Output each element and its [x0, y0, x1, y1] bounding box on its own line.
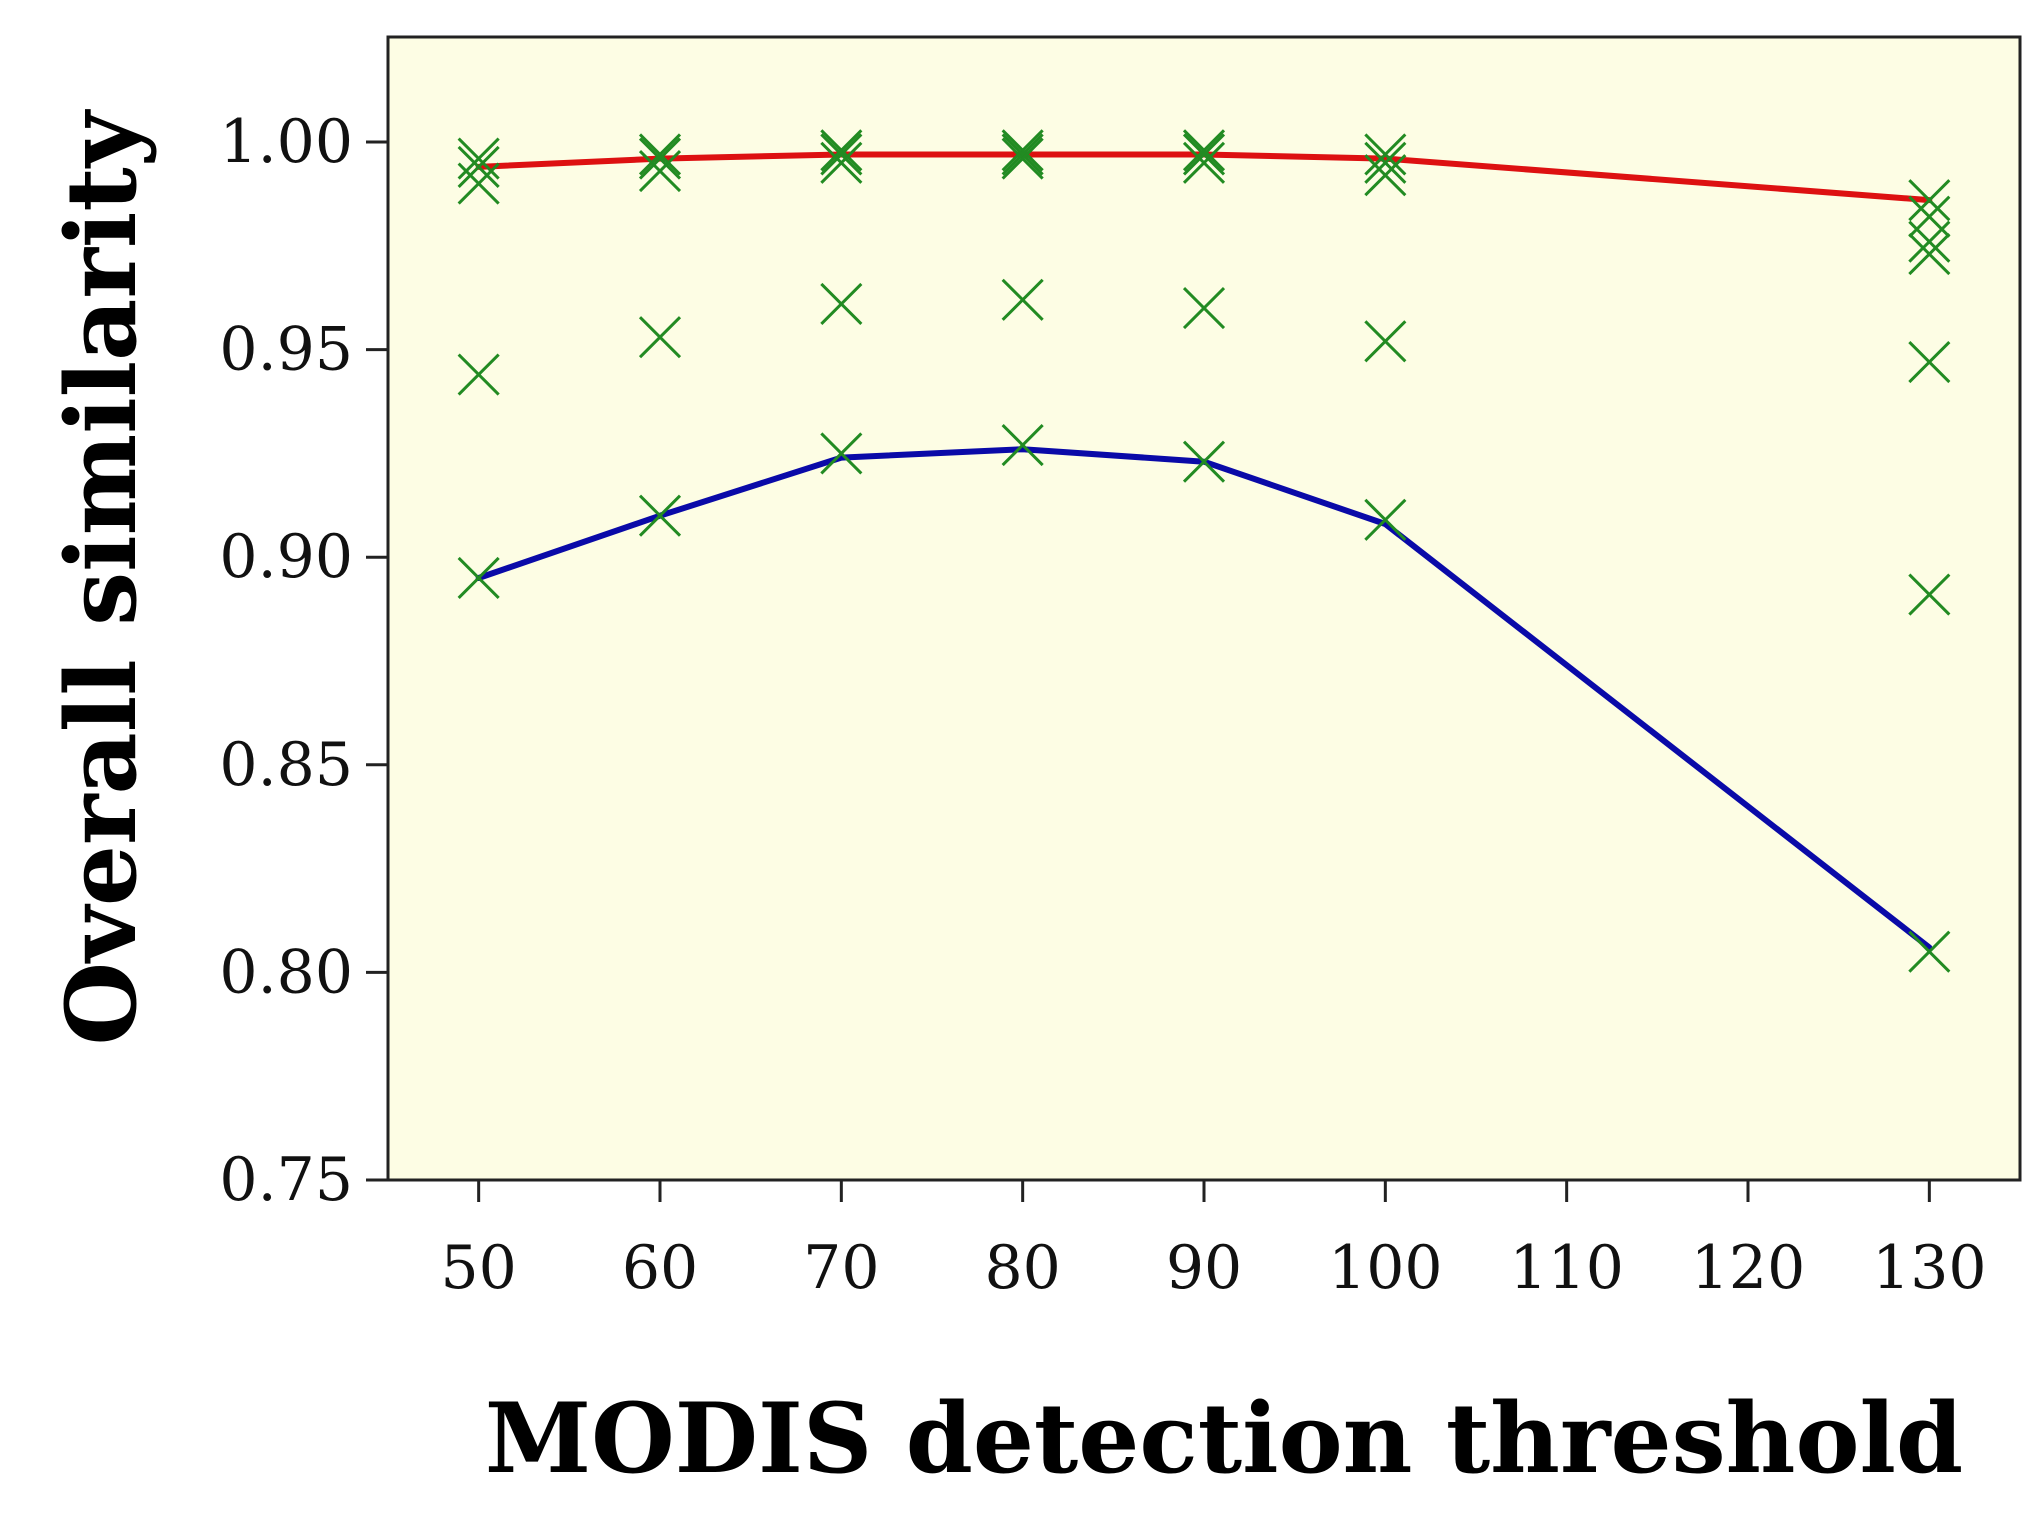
y-tick-label: 0.95: [219, 315, 353, 385]
x-tick-label: 50: [440, 1233, 516, 1303]
scatter-point: [638, 150, 682, 193]
scatter-point: [820, 141, 863, 184]
marker-stroke: [1908, 930, 1951, 973]
marker-stroke: [820, 129, 863, 172]
marker-stroke: [638, 494, 682, 537]
marker-stroke: [1364, 133, 1407, 176]
x-tick-label: 100: [1328, 1233, 1443, 1303]
x-axis-title: MODIS detection threshold: [485, 1382, 1963, 1495]
marker-stroke: [1182, 287, 1226, 330]
scatter-point: [1001, 278, 1044, 321]
scatter-point: [638, 494, 682, 537]
y-tick-label: 0.85: [219, 730, 353, 800]
scatter-point: [1001, 133, 1044, 176]
scatter-point: [1182, 440, 1226, 483]
scatter-point: [1001, 129, 1044, 172]
marker-stroke: [1001, 424, 1044, 467]
marker-stroke: [457, 353, 500, 396]
marker-stroke: [820, 282, 863, 325]
scatter-point: [1908, 340, 1951, 384]
marker-stroke: [1182, 129, 1226, 172]
scatter-point: [457, 145, 500, 188]
marker-stroke: [1908, 179, 1951, 222]
marker-stroke: [1001, 129, 1044, 172]
y-axis-title: Overall similarity: [45, 108, 158, 1045]
marker-stroke: [1001, 137, 1044, 180]
marker-stroke: [820, 133, 863, 176]
x-tick-label: 60: [622, 1233, 698, 1303]
scatter-point: [1908, 573, 1951, 616]
y-tick-label: 1.00: [219, 107, 353, 177]
scatter-point: [1908, 179, 1951, 222]
marker-stroke: [638, 150, 682, 193]
marker-stroke: [1001, 278, 1044, 321]
x-tick-label: 90: [1166, 1233, 1242, 1303]
marker-stroke: [1182, 141, 1226, 184]
y-tick-label: 0.80: [219, 937, 353, 1007]
scatter-point: [1182, 287, 1226, 330]
y-axis-ticks: 0.75 0.80 0.85 0.90 0.95 1.00: [219, 107, 388, 1215]
x-tick-label: 70: [803, 1233, 879, 1303]
scatter-point: [1364, 133, 1407, 176]
marker-stroke: [1908, 340, 1951, 384]
y-tick-label: 0.90: [219, 522, 353, 592]
scatter-point: [1001, 424, 1044, 467]
marker-stroke: [820, 141, 863, 184]
scatter-point: [820, 432, 863, 475]
scatter-point: [1182, 129, 1226, 172]
marker-stroke: [1908, 220, 1951, 263]
scatter-point: [638, 137, 682, 180]
marker-stroke: [1364, 498, 1407, 541]
scatter-point: [1001, 137, 1044, 180]
scatter-markers: [457, 129, 1951, 973]
marker-stroke: [457, 145, 500, 188]
scatter-point: [820, 282, 863, 325]
scatter-point: [1182, 141, 1226, 184]
marker-stroke: [1364, 154, 1407, 197]
y-tick-label: 0.75: [219, 1145, 353, 1215]
scatter-point: [1908, 930, 1951, 973]
marker-stroke: [457, 556, 500, 600]
scatter-point: [1182, 133, 1226, 176]
plot-area: [386, 35, 2022, 1182]
marker-stroke: [1908, 233, 1951, 276]
scatter-point: [1908, 233, 1951, 276]
scatter-point: [457, 353, 500, 396]
scatter-point: [820, 133, 863, 176]
scatter-point: [638, 316, 682, 359]
x-tick-label: 120: [1691, 1233, 1806, 1303]
marker-stroke: [457, 162, 500, 205]
scatter-point: [457, 556, 500, 600]
x-tick-label: 110: [1509, 1233, 1624, 1303]
x-tick-label: 80: [984, 1233, 1060, 1303]
scatter-point: [457, 162, 500, 205]
scatter-point: [1364, 141, 1407, 184]
marker-stroke: [1364, 141, 1407, 184]
x-axis-ticks: 50 60 70 80 90 100 110 120 130: [440, 1180, 1987, 1303]
marker-stroke: [1908, 573, 1951, 616]
x-tick-label: 130: [1872, 1233, 1987, 1303]
marker-stroke: [1364, 320, 1407, 363]
marker-stroke: [1182, 133, 1226, 176]
scatter-point: [1364, 498, 1407, 541]
marker-stroke: [638, 137, 682, 180]
scatter-point: [820, 129, 863, 172]
scatter-point: [638, 133, 682, 176]
marker-stroke: [1182, 440, 1226, 483]
marker-stroke: [638, 316, 682, 359]
scatter-point: [1908, 220, 1951, 263]
marker-stroke: [820, 432, 863, 475]
marker-stroke: [1001, 133, 1044, 176]
scatter-point: [1364, 154, 1407, 197]
scatter-point: [1364, 320, 1407, 363]
marker-stroke: [638, 133, 682, 176]
